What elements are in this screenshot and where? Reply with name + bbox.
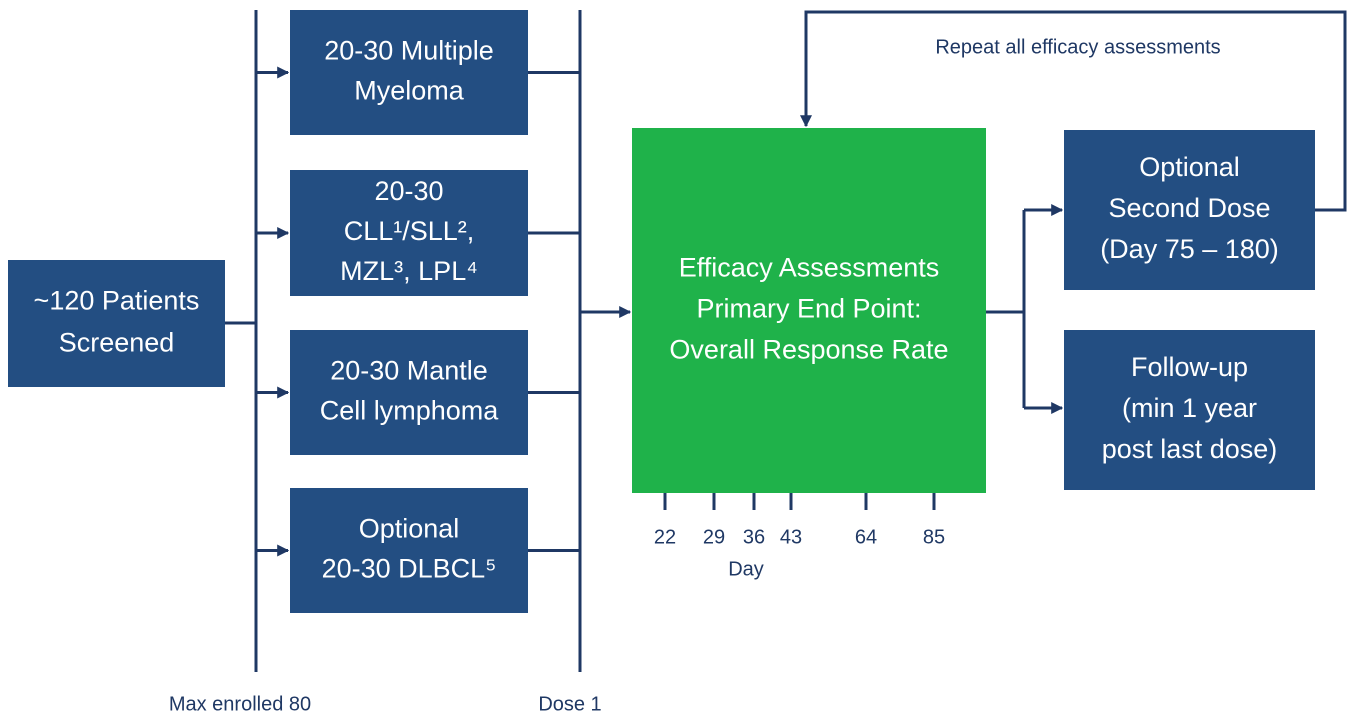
day-label: Day (728, 558, 764, 580)
box-label: Primary End Point: (696, 294, 921, 324)
box-shape (8, 260, 225, 387)
box-label: Optional (1139, 152, 1240, 182)
box-shape (632, 128, 986, 493)
day-tick-label: 22 (654, 526, 676, 548)
loop-arrow (800, 10, 1347, 212)
box: Follow-up (min 1 year post last dose) (1064, 330, 1315, 490)
box-label: 20-30 Mantle (330, 356, 488, 386)
day-tick-label: 36 (743, 526, 765, 548)
box: Efficacy Assessments Primary End Point: Ov… (632, 128, 986, 493)
box-label: Cell lymphoma (320, 396, 500, 426)
box-label: Myeloma (354, 76, 465, 106)
box: Optional Second Dose (Day 75 – 180) (1064, 130, 1315, 290)
box-label: 20-30 DLBCL⁵ (322, 554, 497, 584)
box-shape (290, 488, 528, 613)
box-label: ~120 Patients (34, 286, 200, 316)
loop-label: Repeat all efficacy assessments (935, 36, 1220, 58)
box-label: Efficacy Assessments (679, 253, 940, 283)
box-shape (1064, 130, 1315, 290)
box-label: Second Dose (1108, 193, 1270, 223)
box-shape (1064, 330, 1315, 490)
box-shape (290, 170, 528, 296)
box-label: Overall Response Rate (669, 335, 948, 365)
box-label: 20-30 Multiple (324, 36, 494, 66)
box-label: Follow-up (1131, 352, 1248, 382)
connectors (225, 10, 1347, 672)
enrollment-label: Max enrolled 80 (169, 693, 311, 715)
box-label: Optional (359, 514, 460, 544)
dose-label: Dose 1 (538, 693, 601, 715)
box: 20-30 Multiple Myeloma (290, 10, 528, 135)
box-label: (min 1 year (1122, 393, 1257, 423)
box-shape (290, 10, 528, 135)
box-label: 20-30 (374, 176, 443, 206)
box: 20-30 CLL¹/SLL², MZL³, LPL⁴ (290, 170, 528, 296)
day-tick-label: 43 (780, 526, 802, 548)
box-label: (Day 75 – 180) (1100, 234, 1279, 264)
box-label: Screened (59, 328, 175, 358)
day-tick-label: 29 (703, 526, 725, 548)
box: Optional 20-30 DLBCL⁵ (290, 488, 528, 613)
box-label: MZL³, LPL⁴ (340, 256, 478, 286)
box-label: CLL¹/SLL², (344, 216, 475, 246)
box-shape (290, 330, 528, 455)
box: ~120 Patients Screened (8, 260, 225, 387)
box: 20-30 Mantle Cell lymphoma (290, 330, 528, 455)
day-tick-label: 64 (855, 526, 877, 548)
day-tick-label: 85 (923, 526, 945, 548)
box-label: post last dose) (1102, 434, 1278, 464)
